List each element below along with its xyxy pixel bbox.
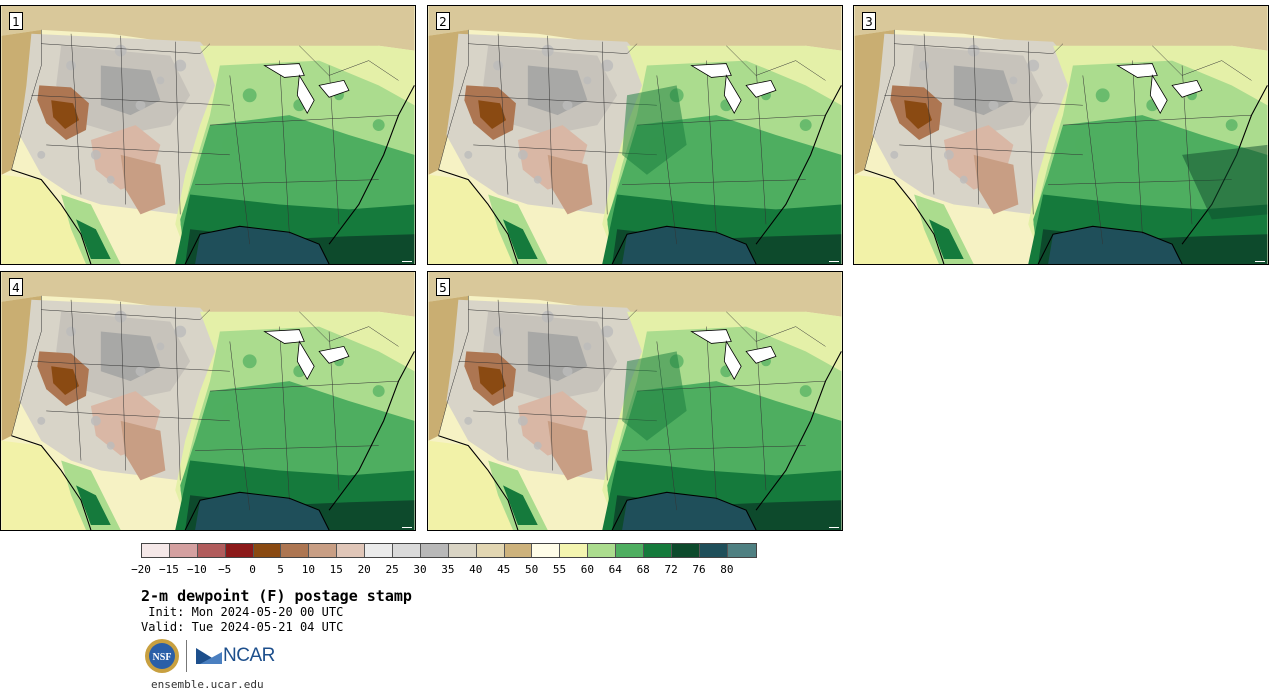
nsf-logo-icon: NSF (145, 639, 179, 673)
colorbar-tick-label: 40 (469, 563, 483, 576)
ncar-logo-text: NCAR (223, 645, 275, 666)
dewpoint-map (1, 272, 415, 530)
logos: NSF NCAR (144, 638, 275, 674)
colorbar-swatch (197, 544, 226, 557)
postage-stamp-5: 5 (427, 271, 843, 531)
colorbar-tick-label: 64 (608, 563, 622, 576)
colorbar-tick-label: 72 (664, 563, 678, 576)
colorbar-tick-label: 60 (580, 563, 595, 576)
postage-stamp-2: 2 (427, 5, 843, 265)
colorbar-swatch (420, 544, 449, 557)
colorbar-swatch (727, 544, 756, 557)
nsf-logo-text: NSF (153, 652, 172, 663)
colorbar-swatch (393, 544, 421, 557)
colorbar-swatch (644, 544, 672, 557)
chart-title: 2-m dewpoint (F) postage stamp (141, 587, 412, 605)
colorbar-tick-label: 80 (720, 563, 734, 576)
dewpoint-map (428, 272, 842, 530)
colorbar-swatch (253, 544, 282, 557)
colorbar-swatch (169, 544, 198, 557)
scale-mark (1255, 261, 1265, 262)
stamp-number: 1 (9, 12, 23, 30)
site-url: ensemble.ucar.edu (151, 678, 264, 691)
colorbar-swatch (476, 544, 505, 557)
ncar-logo-icon (196, 648, 222, 664)
colorbar-tick-label: 76 (692, 563, 706, 576)
valid-time: Valid: Tue 2024-05-21 04 UTC (141, 620, 344, 634)
colorbar-tick-label: 68 (636, 563, 650, 576)
stamp-number: 3 (862, 12, 876, 30)
scale-mark (402, 527, 412, 528)
colorbar-tick-label: 5 (277, 563, 284, 576)
colorbar (141, 543, 757, 558)
colorbar-swatch (588, 544, 617, 557)
title-block: 2-m dewpoint (F) postage stamp Init: Mon… (141, 587, 412, 635)
colorbar-tick-label: −15 (158, 563, 179, 576)
logo-divider (186, 640, 187, 672)
colorbar-tick-label: 10 (301, 563, 316, 576)
stamp-number: 4 (9, 278, 23, 296)
colorbar-tick-label: 30 (413, 563, 427, 576)
colorbar-tick-label: 20 (357, 563, 371, 576)
colorbar-swatch (671, 544, 700, 557)
colorbar-tick-label: 45 (497, 563, 511, 576)
colorbar-tick-label: −20 (131, 563, 151, 576)
colorbar-tick-label: −5 (218, 563, 232, 576)
dewpoint-map (1, 6, 415, 264)
colorbar-tick-label: 25 (385, 563, 399, 576)
colorbar-swatch (532, 544, 561, 557)
scale-mark (402, 261, 412, 262)
postage-stamp-4: 4 (0, 271, 416, 531)
colorbar-swatch (337, 544, 366, 557)
colorbar-swatch (365, 544, 394, 557)
colorbar-swatch (560, 544, 589, 557)
init-time: Init: Mon 2024-05-20 00 UTC (141, 605, 344, 619)
colorbar-tick-label: 15 (329, 563, 343, 576)
colorbar-swatch (225, 544, 254, 557)
colorbar-tick-label: 55 (552, 563, 567, 576)
colorbar-swatch (504, 544, 533, 557)
colorbar-ticks: −20 −15 −10 −5 0 5 10 15 20 25 30 35 40 45 50 55 60 64 68 7… (131, 563, 781, 577)
stamp-number: 5 (436, 278, 450, 296)
ncar-logo: NCAR (196, 645, 275, 667)
scale-mark (829, 527, 839, 528)
colorbar-swatch (699, 544, 728, 557)
colorbar-tick-label: 50 (524, 563, 539, 576)
colorbar-tick-label: 0 (249, 563, 256, 576)
colorbar-swatch (448, 544, 477, 557)
postage-stamp-3: 3 (853, 5, 1269, 265)
postage-stamp-1: 1 (0, 5, 416, 265)
colorbar-swatch (281, 544, 310, 557)
colorbar-swatch (616, 544, 645, 557)
colorbar-tick-label: −10 (186, 563, 207, 576)
dewpoint-map (428, 6, 842, 264)
stamp-number: 2 (436, 12, 450, 30)
dewpoint-map (854, 6, 1268, 264)
scale-mark (829, 261, 839, 262)
colorbar-tick-label: 35 (441, 563, 455, 576)
colorbar-swatch (309, 544, 338, 557)
colorbar-swatch (142, 544, 170, 557)
